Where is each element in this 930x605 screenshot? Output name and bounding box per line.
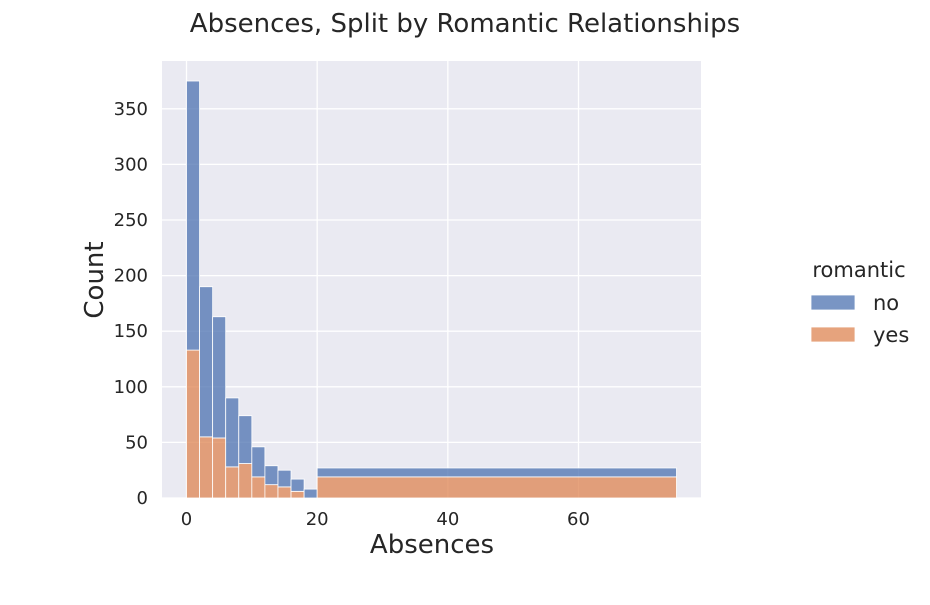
bar-no: [290, 478, 305, 492]
x-axis-ticks: 0 20 40 60: [181, 509, 590, 530]
bar-yes: [199, 436, 214, 499]
bar-yes: [212, 437, 227, 499]
bar-no: [225, 397, 240, 468]
bars: [186, 80, 677, 499]
legend-swatch-no: [810, 294, 856, 311]
legend-label-no: no: [873, 291, 899, 315]
y-tick-label: 300: [114, 154, 148, 175]
bar-no: [186, 80, 200, 351]
bar-yes: [277, 486, 292, 499]
chart-title: Absences, Split by Romantic Relationship…: [190, 9, 740, 39]
bar-no: [199, 286, 214, 438]
bar-yes: [186, 349, 200, 499]
y-tick-label: 100: [114, 377, 148, 398]
bar-yes: [238, 463, 253, 499]
bar-yes: [264, 484, 279, 499]
bar-yes: [251, 476, 266, 499]
bar-no: [212, 316, 227, 439]
bar-no: [251, 446, 266, 478]
y-tick-label: 50: [125, 432, 148, 453]
bar-no: [303, 488, 318, 499]
y-tick-label: 150: [114, 321, 148, 342]
bar-no: [238, 415, 253, 464]
y-tick-label: 200: [114, 266, 148, 287]
legend: romantic no yes: [810, 258, 909, 347]
y-tick-label: 250: [114, 210, 148, 231]
bar-no: [264, 465, 279, 486]
grid-lines: [162, 61, 701, 499]
legend-title: romantic: [812, 258, 905, 282]
x-tick-label: 40: [436, 509, 459, 530]
x-tick-label: 20: [306, 509, 329, 530]
y-tick-label: 0: [137, 488, 148, 509]
x-axis-label: Absences: [370, 530, 494, 560]
x-tick-label: 60: [567, 509, 590, 530]
bar-no: [316, 467, 677, 478]
legend-label-yes: yes: [873, 323, 909, 347]
bar-yes: [225, 466, 240, 499]
legend-swatch-yes: [810, 326, 856, 343]
bar-no: [277, 469, 292, 488]
y-axis-label: Count: [80, 241, 110, 318]
bar-yes: [316, 476, 677, 499]
y-axis-ticks: 0 50 100 150 200 250 300 350: [114, 99, 148, 509]
y-tick-label: 350: [114, 99, 148, 120]
bar-yes: [290, 490, 305, 499]
x-tick-label: 0: [181, 509, 192, 530]
